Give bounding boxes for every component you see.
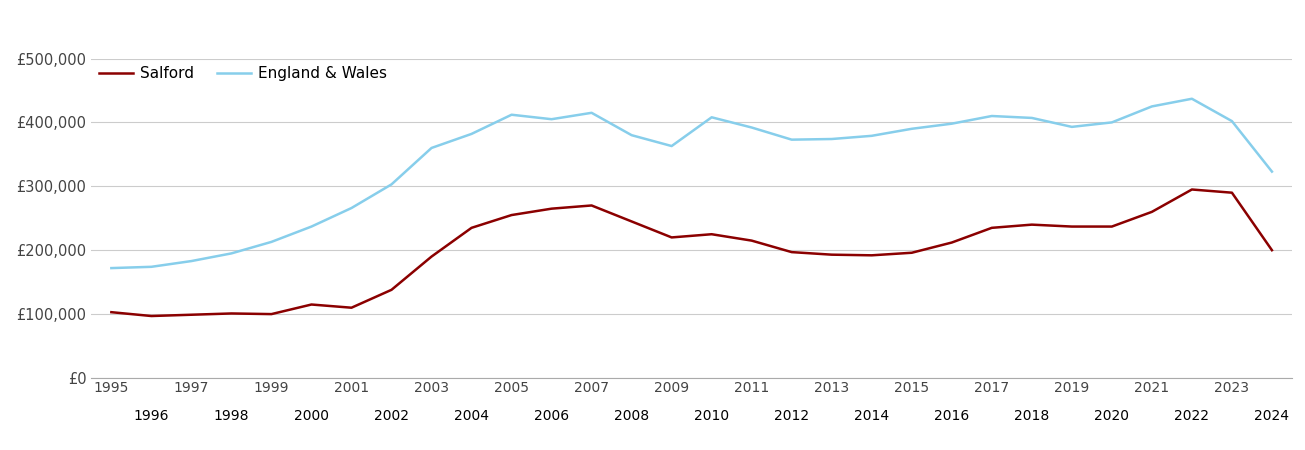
Salford — [1144, 209, 1160, 215]
England & Wales — [1064, 124, 1079, 130]
England & Wales — [984, 113, 1000, 119]
England & Wales — [144, 264, 159, 270]
Salford — [1104, 224, 1120, 229]
England & Wales — [1024, 115, 1040, 121]
England & Wales — [264, 239, 279, 245]
England & Wales — [504, 112, 519, 117]
England & Wales — [864, 133, 880, 139]
Salford — [424, 254, 440, 259]
Salford — [264, 311, 279, 317]
Salford — [304, 302, 320, 307]
Salford — [384, 287, 399, 292]
Salford — [624, 219, 639, 224]
Salford — [823, 252, 839, 257]
England & Wales — [384, 182, 399, 187]
England & Wales — [703, 115, 719, 120]
England & Wales — [304, 224, 320, 229]
Salford — [703, 232, 719, 237]
Salford — [1265, 248, 1280, 253]
England & Wales — [184, 258, 200, 264]
England & Wales — [343, 205, 359, 211]
England & Wales — [784, 137, 800, 142]
Salford — [103, 310, 119, 315]
England & Wales — [904, 126, 920, 131]
Salford — [1064, 224, 1079, 229]
Line: England & Wales: England & Wales — [111, 99, 1272, 268]
Salford — [504, 212, 519, 218]
England & Wales — [1184, 96, 1199, 101]
England & Wales — [463, 131, 479, 137]
Salford — [1184, 187, 1199, 192]
Salford — [1224, 190, 1240, 195]
Salford — [343, 305, 359, 310]
England & Wales — [1265, 169, 1280, 174]
Salford — [184, 312, 200, 317]
Salford — [664, 235, 680, 240]
England & Wales — [744, 125, 760, 130]
England & Wales — [424, 145, 440, 151]
England & Wales — [664, 144, 680, 149]
England & Wales — [944, 121, 959, 126]
England & Wales — [1144, 104, 1160, 109]
England & Wales — [583, 110, 599, 116]
Salford — [984, 225, 1000, 230]
Salford — [223, 311, 239, 316]
Line: Salford: Salford — [111, 189, 1272, 316]
England & Wales — [544, 117, 560, 122]
England & Wales — [223, 251, 239, 256]
Salford — [1024, 222, 1040, 227]
Salford — [904, 250, 920, 256]
Salford — [744, 238, 760, 243]
England & Wales — [103, 266, 119, 271]
Salford — [944, 240, 959, 245]
Legend: Salford, England & Wales: Salford, England & Wales — [99, 66, 388, 81]
England & Wales — [823, 136, 839, 142]
Salford — [544, 206, 560, 211]
Salford — [144, 313, 159, 319]
Salford — [864, 252, 880, 258]
Salford — [784, 249, 800, 255]
Salford — [583, 203, 599, 208]
England & Wales — [624, 132, 639, 138]
England & Wales — [1104, 120, 1120, 125]
Salford — [463, 225, 479, 230]
England & Wales — [1224, 118, 1240, 124]
